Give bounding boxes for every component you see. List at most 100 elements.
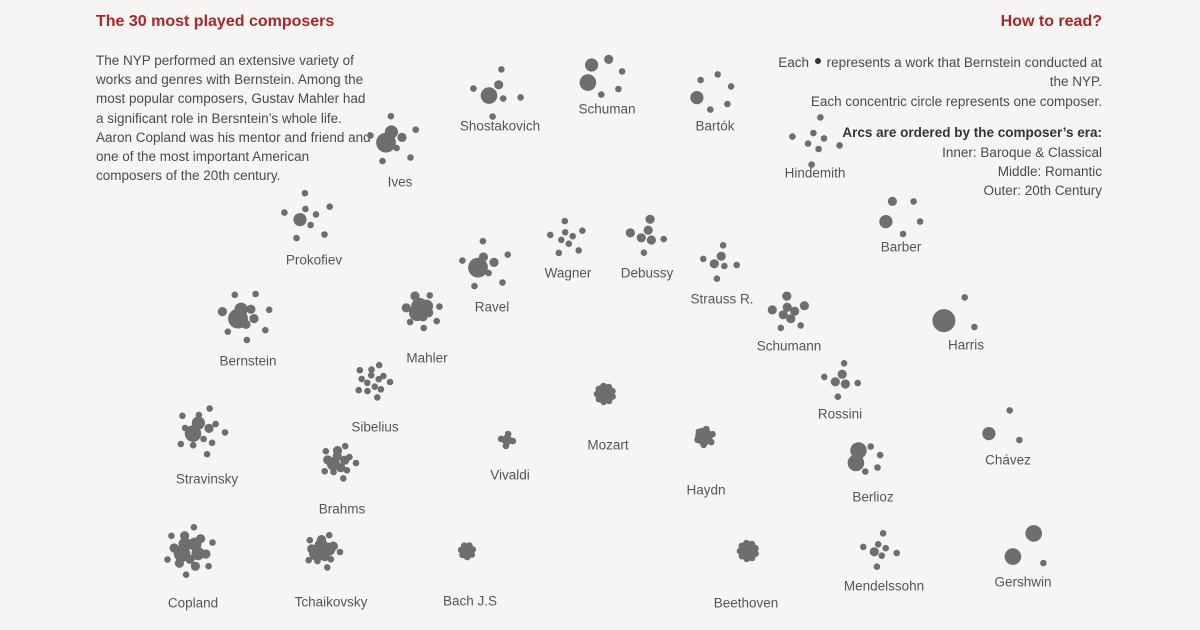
work-dot [873,563,881,570]
work-dot [326,203,334,210]
work-dot [185,554,195,565]
legend-text: represents a work that Bernstein conduct… [826,55,1102,90]
work-dot [645,214,655,224]
work-dot [509,437,517,445]
legend-line: Each concentric circle represents one co… [810,93,1102,109]
work-dot [293,213,307,227]
intro-paragraph: Aaron Copland was his mentor and friend … [96,129,371,184]
work-dot [306,536,314,544]
work-dot [713,275,721,283]
legend-text: Each [778,55,810,70]
work-dot [697,76,704,84]
work-dot [618,68,626,75]
work-dot [249,314,259,324]
composer-label: Schumann [757,339,822,354]
work-dot [368,366,375,373]
work-dot [971,323,978,331]
work-dot [709,430,716,438]
composer-label: Beethoven [714,596,779,611]
work-dot [748,554,756,562]
work-dot [205,562,212,570]
page-title: The 30 most played composers [96,13,335,30]
legend-line: Each represents a work that Bernstein co… [772,53,1102,92]
work-dot [252,290,259,298]
work-dot [217,307,227,317]
work-dot [799,301,810,311]
work-dot [502,442,510,450]
work-dot [854,379,861,387]
work-dot [336,548,344,556]
work-dot [600,398,607,406]
composer-cluster-hindemith: Hindemith [785,114,845,181]
work-dot [328,541,338,551]
work-dot [789,133,796,140]
work-dot [840,360,848,367]
work-dot [307,544,317,554]
work-dot [767,305,777,315]
work-dot [598,91,605,98]
composer-label: Stravinsky [176,472,239,487]
work-dot [982,427,996,441]
work-dot [479,237,487,245]
work-dot [1025,525,1042,542]
work-dot [377,386,385,393]
era-outer: Outer: 20th Century [983,183,1102,199]
composer-cluster-shostakovich: Shostakovich [460,66,540,134]
work-dot [177,440,185,448]
work-dot [468,257,488,278]
work-dot [324,564,331,571]
composer-label: Brahms [319,502,366,517]
work-dot [367,132,374,139]
work-dot [327,556,335,563]
work-dot [615,85,622,93]
work-dot [221,429,229,436]
work-dot [714,71,721,78]
work-dot [719,242,727,249]
work-dot [346,453,353,461]
composer-label: Bach J.S [443,594,497,609]
era-heading: Arcs are ordered by the composer’s era: [842,125,1102,141]
work-dot [459,257,466,264]
work-dot [436,303,443,310]
work-dot [643,225,653,235]
work-dot [847,454,865,472]
work-dot [485,269,492,277]
composer-cluster-vivaldi: Vivaldi [490,430,530,483]
composer-cluster-bach-j-s: Bach J.S [443,542,497,609]
work-dot [605,397,613,405]
work-dot [700,255,707,263]
work-dot [837,369,847,379]
work-dot [498,66,505,73]
composer-cluster-ravel: Ravel [459,237,512,315]
work-dot [234,302,248,316]
composer-cluster-gershwin: Gershwin [994,525,1052,590]
work-dot [380,372,387,380]
work-dot [371,383,379,391]
work-dot [707,106,714,113]
work-dot [164,556,171,563]
work-dot [887,196,898,206]
work-dot [375,375,383,383]
work-dot [307,221,314,229]
work-dot [1004,548,1022,565]
composer-cluster-stravinsky: Stravinsky [176,405,239,487]
work-dot [356,366,364,374]
composer-label: Tchaikovsky [295,595,368,610]
composer-label: Debussy [621,266,674,281]
work-dot [191,547,205,561]
work-dot [208,439,216,447]
composer-cluster-rossini: Rossini [818,360,862,422]
work-dot [407,154,414,161]
work-dot-icon [814,58,821,64]
work-dot [899,230,907,238]
work-dot [206,405,213,412]
composer-cluster-debussy: Debussy [621,214,674,281]
work-dot [1040,559,1047,567]
work-dot [246,304,256,314]
work-dot [869,547,879,557]
composer-cluster-schumann: Schumann [757,291,822,354]
work-dot [189,441,197,449]
work-dot [867,443,874,450]
work-dot [777,324,785,332]
composer-cluster-beethoven: Beethoven [714,539,779,611]
